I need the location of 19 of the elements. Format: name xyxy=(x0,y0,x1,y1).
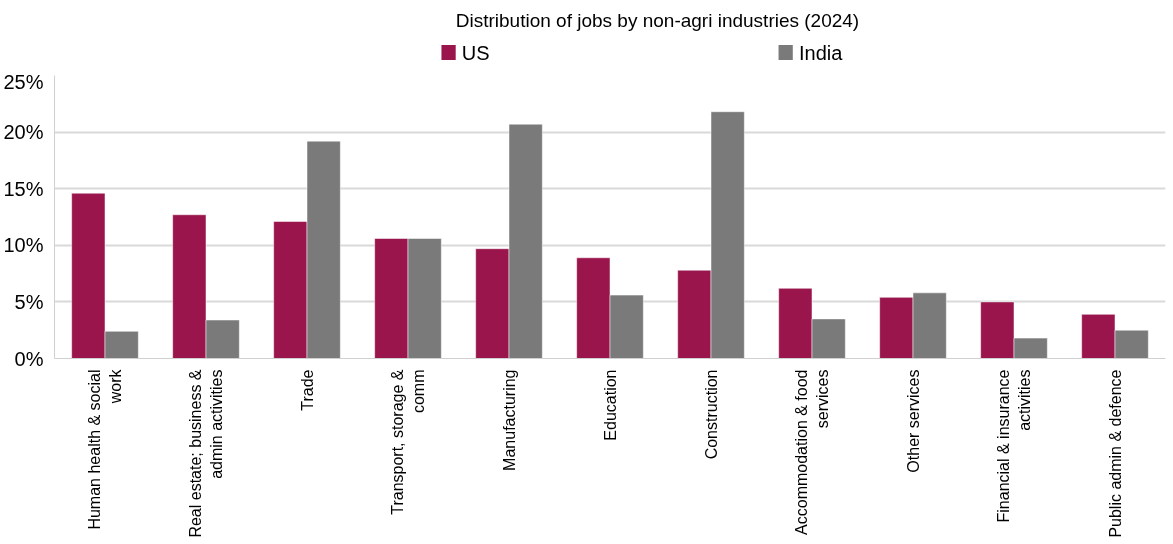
legend-label: US xyxy=(461,41,490,64)
legend-label: India xyxy=(798,41,844,64)
x-tick-label: Manufacturing xyxy=(500,369,518,471)
chart-title: Distribution of jobs by non-agri industries (2024) xyxy=(455,10,860,31)
x-tick-label: Other services xyxy=(904,369,922,473)
y-tick-label: 20% xyxy=(3,121,44,144)
x-tick-label: Transport, storage & comm xyxy=(389,369,427,515)
y-tick-label: 0% xyxy=(14,347,44,370)
x-tick-label: Construction xyxy=(702,369,720,460)
y-tick-label: 5% xyxy=(14,290,44,313)
x-tick-label: Education xyxy=(601,369,619,441)
y-tick-label: 10% xyxy=(3,234,44,257)
x-tick-label: Financial & insurance activities xyxy=(995,369,1033,523)
x-tick-label: Public admin & defence xyxy=(1106,369,1124,538)
y-tick-label: 15% xyxy=(3,177,44,200)
y-tick-label: 25% xyxy=(3,70,44,93)
x-tick-label: Accommodation & food services xyxy=(793,369,831,535)
x-tick-label: Human health & social work xyxy=(86,368,124,530)
x-tick-label: Trade xyxy=(298,369,316,411)
